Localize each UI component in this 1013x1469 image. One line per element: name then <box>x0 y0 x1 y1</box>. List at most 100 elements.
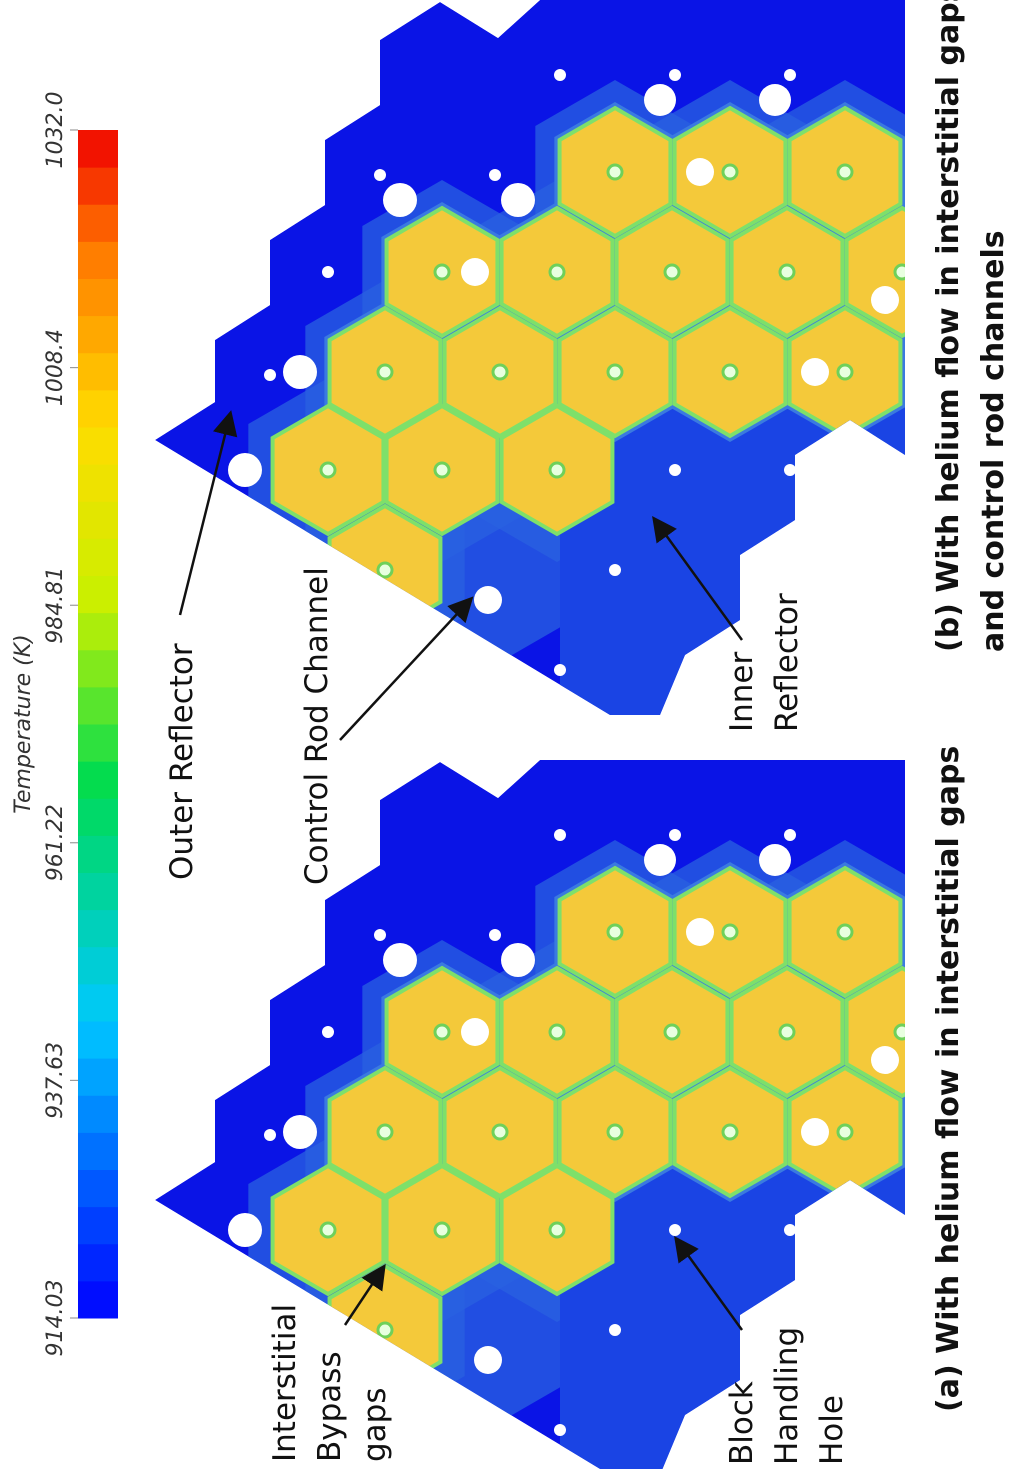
colorbar-band <box>78 538 118 576</box>
control-rod-hole <box>283 355 317 389</box>
colorbar-tick-label: 961.22 <box>43 804 68 881</box>
arrow <box>652 515 744 641</box>
coolant-hole <box>663 1023 681 1041</box>
colorbar-band <box>78 389 118 428</box>
coolant-hole <box>721 363 739 381</box>
control-rod-hole <box>686 158 714 186</box>
panel-caption: (b) With helium flow in interstitial gap… <box>931 0 966 652</box>
annotation-label: gaps <box>357 1387 393 1462</box>
coolant-hole <box>836 163 854 181</box>
colorbar-title: Temperature (K) <box>11 634 36 813</box>
coolant-hole <box>606 163 624 181</box>
arrow <box>178 410 238 616</box>
handling-hole <box>669 69 681 81</box>
control-rod-hole <box>461 1018 489 1046</box>
annotation-label: Interstitial <box>267 1304 303 1462</box>
colorbar-tick-label: 914.03 <box>43 1280 68 1357</box>
coolant-hole <box>548 1221 566 1239</box>
colorbar-band <box>78 909 118 948</box>
colorbar-band <box>78 872 118 911</box>
colorbar-band <box>78 1243 118 1282</box>
coolant-hole <box>836 1123 854 1141</box>
coolant-hole <box>433 263 451 281</box>
control-rod-hole <box>801 1118 829 1146</box>
coolant-hole <box>836 363 854 381</box>
coolant-hole <box>376 1321 394 1339</box>
colorbar-band <box>78 1132 118 1170</box>
handling-hole <box>374 169 386 181</box>
control-rod-hole <box>871 286 899 314</box>
coolant-hole <box>433 461 451 479</box>
colorbar-band <box>78 1169 118 1208</box>
annotation-label: Inner <box>724 651 760 732</box>
control-rod-hole <box>383 943 417 977</box>
coolant-hole <box>606 923 624 941</box>
handling-hole <box>554 1424 566 1436</box>
control-rod-hole <box>759 844 791 876</box>
coolant-hole <box>433 1221 451 1239</box>
control-rod-hole <box>383 183 417 217</box>
handling-hole <box>554 664 566 676</box>
panel-caption: and control rod channels <box>976 230 1011 652</box>
coolant-hole <box>606 363 624 381</box>
handling-hole <box>609 1324 621 1336</box>
handling-hole <box>669 1224 681 1236</box>
handling-hole <box>554 829 566 841</box>
handling-hole <box>554 69 566 81</box>
control-rod-hole <box>461 258 489 286</box>
colorbar-band <box>78 427 118 465</box>
control-rod-hole <box>474 586 502 614</box>
annotation-label: Block <box>724 1381 760 1465</box>
handling-hole <box>489 169 501 181</box>
colorbar-band <box>78 130 118 168</box>
coolant-hole <box>548 1023 566 1041</box>
control-rod-hole <box>501 943 535 977</box>
coolant-hole <box>376 1123 394 1141</box>
handling-hole <box>669 829 681 841</box>
handling-hole <box>669 464 681 476</box>
annotation-label: Bypass <box>312 1351 348 1462</box>
coolant-hole <box>893 263 905 281</box>
coolant-hole <box>721 1123 739 1141</box>
colorbar-tick-label: 937.63 <box>43 1042 68 1119</box>
colorbar-band <box>78 946 118 985</box>
coolant-hole <box>663 263 681 281</box>
coolant-hole <box>433 1023 451 1041</box>
control-rod-hole <box>871 1046 899 1074</box>
handling-hole <box>264 1129 276 1141</box>
handling-hole <box>609 564 621 576</box>
panel-caption: (a) With helium flow in interstitial gap… <box>931 746 966 1412</box>
annotation-label: Outer Reflector <box>164 643 200 880</box>
colorbar-band <box>78 204 118 242</box>
coolant-hole <box>376 363 394 381</box>
colorbar-band <box>78 649 118 688</box>
control-rod-hole <box>759 84 791 116</box>
coolant-hole <box>836 923 854 941</box>
arrow <box>339 596 474 741</box>
colorbar-band <box>78 167 118 205</box>
handling-hole <box>374 929 386 941</box>
control-rod-hole <box>644 84 676 116</box>
colorbar-band <box>78 1021 118 1059</box>
coolant-hole <box>376 561 394 579</box>
handling-hole <box>322 266 334 278</box>
colorbar-tick-label: 984.81 <box>43 567 68 644</box>
annotation-label: Control Rod Channel <box>299 567 335 885</box>
coolant-hole <box>548 461 566 479</box>
coolant-hole <box>319 1221 337 1239</box>
control-rod-hole <box>283 1115 317 1149</box>
core-map <box>155 0 905 715</box>
coolant-hole <box>778 263 796 281</box>
colorbar-band <box>78 835 118 873</box>
handling-hole <box>489 929 501 941</box>
coolant-hole <box>606 1123 624 1141</box>
control-rod-hole <box>474 1346 502 1374</box>
colorbar-band <box>78 1206 118 1245</box>
annotation-label: Reflector <box>769 593 805 732</box>
handling-hole <box>784 69 796 81</box>
coolant-hole <box>893 1023 905 1041</box>
coolant-hole <box>778 1023 796 1041</box>
colorbar-band <box>78 1058 118 1096</box>
control-rod-hole <box>228 1213 262 1247</box>
